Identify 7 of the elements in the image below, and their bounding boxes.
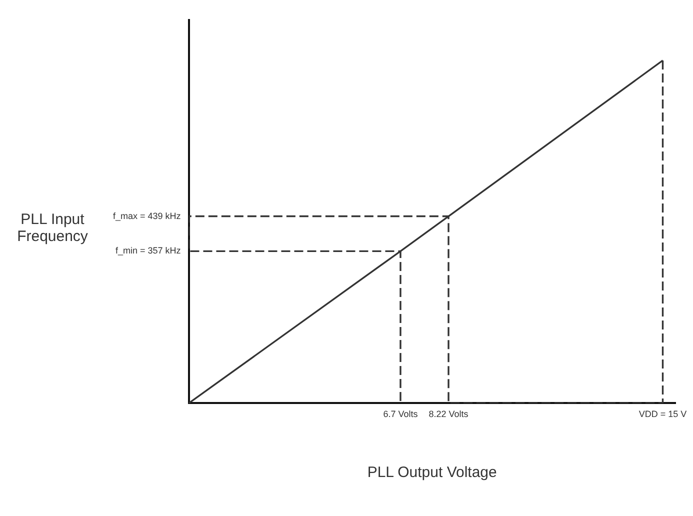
y-tick-label: f_min = 357 kHz	[116, 246, 182, 256]
y-tick-label: f_max = 439 kHz	[113, 210, 182, 221]
x-tick-label: VDD = 15 V	[638, 409, 687, 420]
y-axis-title: PLL Input Frequency	[16, 211, 89, 247]
x-tick-label: 6.7 Volts	[383, 409, 418, 420]
x-tick-label: 8.22 Volts	[428, 409, 469, 420]
x-axis-title: PLL Output Voltage	[367, 464, 497, 482]
